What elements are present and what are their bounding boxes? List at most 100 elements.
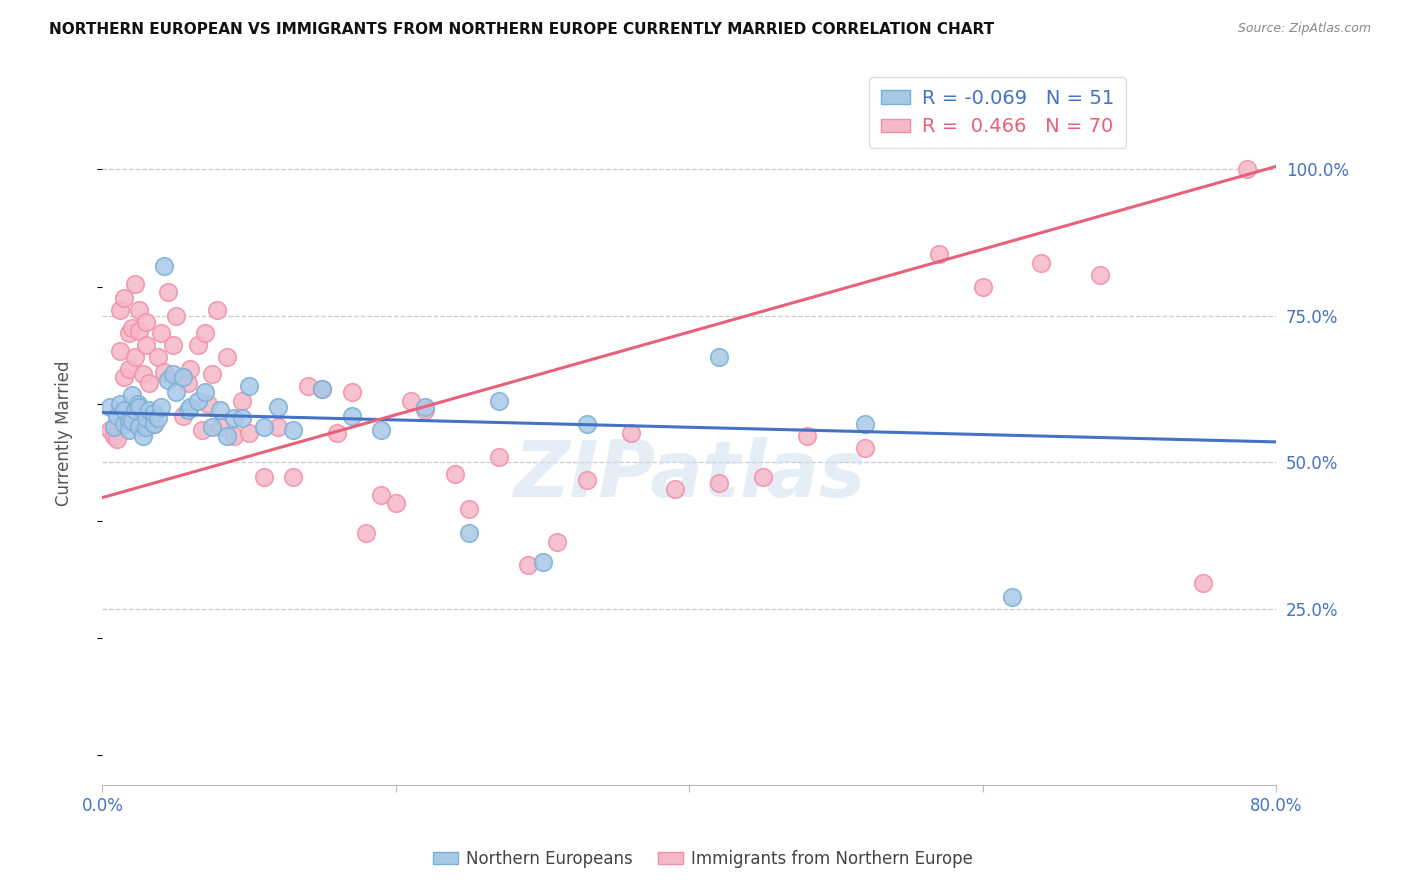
Point (356, 525, 378, 540)
Point (707, 350, 730, 364)
Point (132, 368, 155, 382)
Point (217, 350, 239, 364)
Point (135, 411, 157, 425)
Point (128, 420, 150, 434)
Point (575, 473, 598, 487)
Point (132, 409, 155, 423)
Text: ZIPatlas: ZIPatlas (513, 437, 865, 513)
Point (103, 429, 125, 443)
Point (191, 423, 214, 437)
Point (197, 397, 219, 411)
Point (150, 326, 173, 341)
Point (1031, 256, 1053, 270)
Point (146, 350, 169, 364)
Point (124, 277, 146, 291)
Point (1001, 591, 1024, 605)
Point (179, 361, 201, 376)
Point (187, 393, 209, 408)
Point (217, 429, 239, 443)
Point (179, 400, 201, 414)
Point (208, 402, 231, 417)
Point (231, 393, 253, 408)
Point (488, 393, 510, 408)
Point (546, 534, 568, 549)
Point (108, 397, 131, 411)
Point (105, 409, 128, 423)
Point (98, 423, 121, 437)
Point (238, 379, 260, 393)
Point (340, 385, 363, 400)
Point (267, 420, 290, 434)
Point (128, 324, 150, 338)
Point (385, 496, 408, 510)
Point (150, 400, 173, 414)
Point (253, 470, 276, 484)
Point (165, 385, 187, 400)
Point (128, 400, 150, 414)
Point (165, 309, 187, 323)
Point (531, 555, 554, 569)
Legend: Northern Europeans, Immigrants from Northern Europe: Northern Europeans, Immigrants from Nort… (426, 844, 980, 875)
Point (413, 400, 436, 414)
Point (121, 414, 143, 428)
Point (796, 429, 818, 443)
Point (172, 370, 194, 384)
Point (413, 402, 436, 417)
Point (853, 441, 876, 455)
Point (488, 450, 510, 464)
Point (370, 488, 392, 502)
Point (751, 470, 773, 484)
Point (224, 411, 246, 425)
Point (127, 397, 149, 411)
Point (516, 558, 538, 572)
Point (208, 420, 231, 434)
Point (112, 402, 135, 417)
Point (297, 379, 319, 393)
Point (108, 344, 131, 359)
Point (458, 525, 481, 540)
Point (124, 402, 146, 417)
Point (128, 303, 150, 318)
Point (157, 285, 180, 300)
Point (142, 417, 165, 432)
Point (138, 376, 160, 391)
Text: Source: ZipAtlas.com: Source: ZipAtlas.com (1237, 22, 1371, 36)
Point (187, 338, 209, 352)
Point (118, 361, 141, 376)
Point (135, 420, 157, 434)
Point (370, 423, 392, 437)
Point (201, 420, 224, 434)
Point (146, 411, 169, 425)
Point (458, 502, 481, 516)
Point (311, 382, 333, 396)
Point (176, 376, 198, 391)
Point (707, 475, 730, 490)
Legend: R = -0.069   N = 51, R =  0.466   N = 70: R = -0.069 N = 51, R = 0.466 N = 70 (869, 77, 1126, 148)
Point (575, 417, 598, 432)
Point (103, 420, 125, 434)
Point (231, 411, 253, 425)
Point (153, 259, 176, 273)
Point (118, 414, 141, 428)
Point (194, 326, 217, 341)
Point (1191, 575, 1213, 590)
Point (224, 429, 246, 443)
Point (142, 406, 165, 420)
Point (124, 350, 146, 364)
Point (201, 368, 224, 382)
Point (135, 338, 157, 352)
Point (172, 409, 194, 423)
Point (281, 470, 304, 484)
Point (105, 432, 128, 446)
Point (108, 303, 131, 318)
Point (253, 420, 276, 434)
Point (112, 291, 135, 305)
Point (238, 426, 260, 441)
Point (135, 315, 157, 329)
Point (619, 426, 641, 441)
Point (112, 417, 135, 432)
Point (326, 426, 349, 441)
Point (121, 388, 143, 402)
Point (112, 370, 135, 384)
Point (132, 429, 155, 443)
